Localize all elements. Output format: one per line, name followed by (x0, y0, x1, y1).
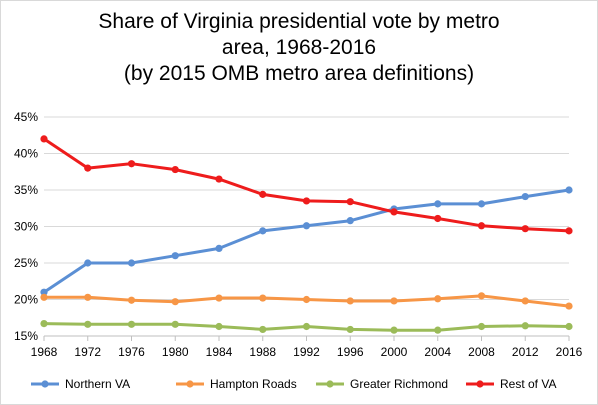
data-point-northern-va (171, 252, 179, 260)
legend-label-greater-richmond: Greater Richmond (350, 377, 448, 391)
data-point-hampton-roads (346, 297, 354, 305)
data-point-hampton-roads (477, 292, 486, 300)
data-point-greater-richmond (346, 325, 354, 334)
x-tick-label: 1992 (293, 345, 320, 359)
data-point-greater-richmond (302, 322, 311, 331)
data-point-northern-va (346, 217, 354, 225)
data-point-rest-of-va (390, 208, 398, 216)
data-point-rest-of-va (171, 165, 179, 174)
y-tick-label: 35% (14, 183, 38, 197)
x-tick-label: 2016 (556, 345, 583, 359)
legend-label-rest-of-va: Rest of VA (500, 377, 556, 391)
x-tick-label: 1968 (31, 345, 58, 359)
legend-marker-northern-va (41, 380, 49, 388)
data-point-rest-of-va (346, 198, 354, 206)
data-point-rest-of-va (565, 227, 573, 235)
data-point-hampton-roads (565, 302, 573, 310)
data-point-greater-richmond (521, 322, 529, 330)
x-tick-label: 1972 (74, 345, 101, 359)
data-point-greater-richmond (215, 322, 223, 331)
data-point-northern-va (565, 186, 573, 194)
data-point-hampton-roads (84, 293, 92, 301)
legend-marker-greater-richmond (326, 380, 334, 388)
chart-title: Share of Virginia presidential vote by m… (1, 9, 597, 87)
y-tick-label: 30% (14, 220, 38, 234)
data-point-northern-va (521, 192, 529, 201)
x-tick-label: 2000 (381, 345, 408, 359)
data-point-northern-va (302, 222, 311, 230)
x-tick-label: 1976 (118, 345, 145, 359)
data-point-hampton-roads (171, 298, 179, 306)
data-point-rest-of-va (127, 160, 136, 168)
data-point-hampton-roads (521, 297, 529, 305)
data-point-northern-va (127, 259, 136, 267)
series-line-rest-of-va (42, 137, 571, 233)
data-point-rest-of-va (84, 164, 92, 172)
data-point-hampton-roads (302, 295, 311, 304)
data-point-greater-richmond (40, 319, 48, 328)
data-point-northern-va (84, 259, 92, 267)
x-tick-label: 1988 (249, 345, 276, 359)
data-point-rest-of-va (521, 225, 529, 233)
series-line-northern-va (42, 188, 571, 294)
x-tick-label: 2008 (468, 345, 495, 359)
y-tick-label: 25% (14, 256, 38, 270)
data-point-hampton-roads (215, 294, 223, 302)
data-point-rest-of-va (302, 197, 311, 205)
title-line-2: area, 1968-2016 (221, 36, 377, 59)
data-point-greater-richmond (127, 320, 136, 328)
title-line-3: (by 2015 OMB metro area definitions) (123, 62, 475, 85)
data-point-greater-richmond (171, 320, 179, 328)
data-point-hampton-roads (434, 295, 442, 303)
data-point-rest-of-va (215, 175, 223, 183)
data-point-rest-of-va (434, 214, 442, 223)
data-point-northern-va (215, 244, 223, 252)
legend-marker-hampton-roads (186, 380, 194, 388)
x-tick-label: 1996 (337, 345, 364, 359)
x-tick-label: 1984 (206, 345, 233, 359)
data-point-greater-richmond (259, 325, 267, 334)
legend-marker-rest-of-va (476, 380, 484, 388)
y-tick-label: 20% (14, 293, 38, 307)
data-point-hampton-roads (390, 297, 398, 305)
data-point-rest-of-va (477, 222, 486, 230)
data-point-northern-va (259, 227, 267, 235)
legend-label-hampton-roads: Hampton Roads (210, 377, 297, 391)
y-tick-label: 40% (14, 147, 38, 161)
title-line-1: Share of Virginia presidential vote by m… (98, 10, 500, 33)
data-point-northern-va (434, 200, 442, 208)
data-point-greater-richmond (477, 322, 486, 331)
data-point-rest-of-va (259, 190, 267, 198)
data-point-hampton-roads (127, 296, 136, 304)
x-tick-label: 2004 (424, 345, 451, 359)
data-point-greater-richmond (390, 326, 398, 334)
y-tick-label: 15% (14, 329, 38, 343)
data-point-hampton-roads (259, 294, 267, 302)
data-point-greater-richmond (434, 326, 442, 334)
data-point-northern-va (40, 288, 48, 296)
x-tick-label: 2012 (512, 345, 539, 359)
data-point-greater-richmond (84, 320, 92, 328)
data-point-northern-va (477, 200, 486, 208)
x-tick-label: 1980 (162, 345, 189, 359)
y-tick-label: 45% (14, 110, 38, 124)
data-point-hampton-roads (40, 293, 48, 301)
data-point-greater-richmond (565, 322, 573, 331)
data-point-rest-of-va (40, 135, 48, 143)
legend-label-northern-va: Northern VA (65, 377, 130, 391)
